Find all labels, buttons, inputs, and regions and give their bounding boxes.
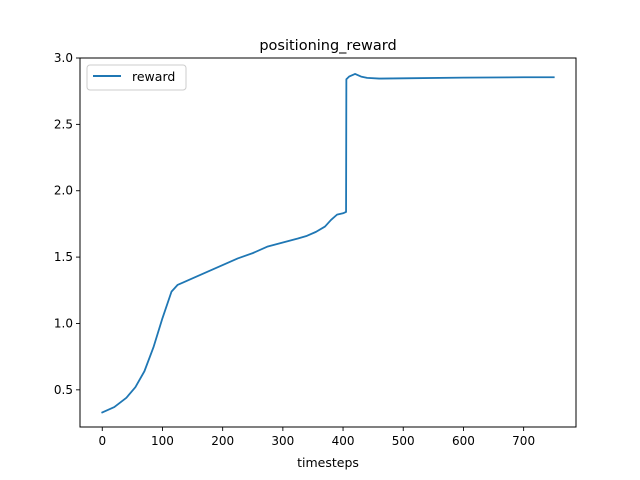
y-tick-label: 2.0: [54, 184, 73, 198]
legend: reward: [86, 64, 187, 91]
x-axis-label: timesteps: [297, 455, 359, 470]
legend-box: [86, 64, 187, 91]
x-tick-label: 300: [271, 434, 294, 448]
plot-area: [101, 73, 555, 414]
y-tick-label: 1.0: [54, 316, 73, 330]
y-tick-label: 1.5: [54, 250, 73, 264]
x-tick-label: 400: [332, 434, 355, 448]
x-tick-label: 200: [211, 434, 234, 448]
axes-frame: [79, 57, 577, 428]
chart-title: positioning_reward: [259, 38, 396, 54]
x-tick-label: 100: [151, 434, 174, 448]
y-tick-label: 0.5: [54, 383, 73, 397]
x-tick-label: 500: [392, 434, 415, 448]
legend-label-reward: reward: [132, 69, 175, 84]
x-tick-label: 600: [452, 434, 475, 448]
x-axis-ticks: 0 100 200 300 400 500 600 700: [98, 427, 535, 448]
x-tick-label: 700: [512, 434, 535, 448]
y-axis-ticks: 0.5 1.0 1.5 2.0 2.5 3.0: [54, 51, 80, 397]
x-tick-label: 0: [98, 434, 106, 448]
y-tick-label: 2.5: [54, 117, 73, 131]
series-line-reward: [101, 73, 555, 414]
y-tick-label: 3.0: [54, 51, 73, 65]
